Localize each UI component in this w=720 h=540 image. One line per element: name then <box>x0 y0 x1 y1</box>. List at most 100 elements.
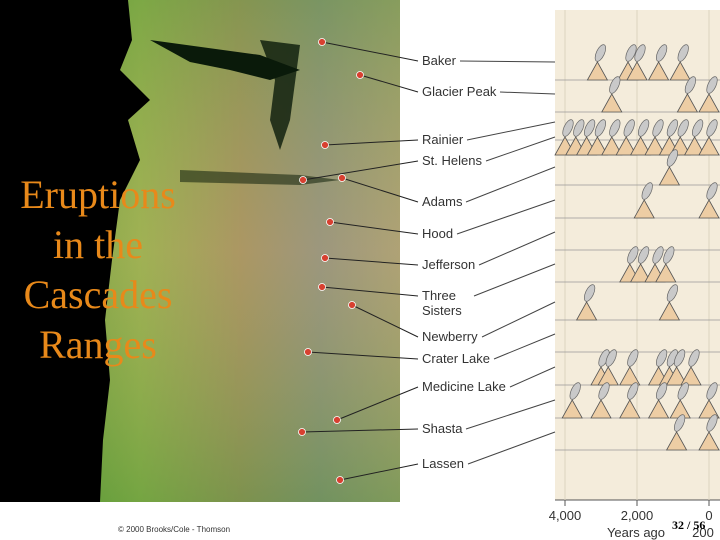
eruption <box>698 119 720 156</box>
volcano-label: Baker <box>422 53 456 68</box>
eruption-plume <box>637 246 650 264</box>
slide-title: Eruptions in the Cascades Ranges <box>0 170 196 370</box>
eruption-plume <box>706 182 718 200</box>
leader-line <box>339 463 419 481</box>
eruption-cone <box>665 431 688 451</box>
eruption-plume <box>663 246 675 264</box>
timeline-leader <box>459 60 556 63</box>
eruption-plume <box>691 119 704 137</box>
eruption-plume <box>623 119 635 137</box>
eruption <box>619 382 641 419</box>
eruption-cone <box>575 301 598 321</box>
eruption-plume <box>573 119 585 137</box>
eruption <box>601 119 623 156</box>
eruption-plume <box>609 76 621 94</box>
eruption <box>575 284 598 321</box>
eruption-plume <box>655 382 668 400</box>
volcano-label: Newberry <box>422 329 478 344</box>
eruption-cone <box>698 431 720 451</box>
eruption-cone <box>647 399 670 419</box>
leader-line <box>324 139 419 146</box>
title-line: Eruptions <box>20 172 176 217</box>
eruption <box>655 246 677 283</box>
eruption-plume <box>706 382 718 400</box>
eruption-cone <box>629 136 652 156</box>
eruption <box>615 119 637 156</box>
leader-line <box>341 177 419 203</box>
eruption <box>665 414 688 451</box>
volcano-dot <box>318 38 326 46</box>
map-strait <box>150 40 300 80</box>
eruption-plume <box>666 149 679 167</box>
eruption-plume <box>627 382 639 400</box>
eruption <box>698 76 720 113</box>
timeline-leader <box>473 263 556 297</box>
eruption <box>665 349 688 386</box>
eruption-plume <box>652 246 664 264</box>
x-axis-note: 200 <box>692 525 714 540</box>
eruption-plume <box>641 182 653 200</box>
timeline-leader <box>478 231 556 266</box>
eruption-cone <box>601 136 623 156</box>
volcano-dot <box>299 176 307 184</box>
eruption <box>619 349 641 386</box>
eruption-plume <box>706 414 718 432</box>
map-sound <box>260 40 300 150</box>
eruption-cone <box>590 399 612 419</box>
eruption-cone <box>586 61 609 81</box>
eruption <box>669 44 691 81</box>
eruption-cone <box>647 61 670 81</box>
eruption-plume <box>655 44 668 62</box>
eruption <box>633 182 655 219</box>
volcano-dot <box>321 141 329 149</box>
eruption <box>629 246 652 283</box>
eruption-cone <box>676 93 699 113</box>
eruption <box>626 44 648 81</box>
eruption-plume <box>706 76 718 94</box>
eruption-cone <box>601 93 623 113</box>
volcano-label: St. Helens <box>422 153 482 168</box>
eruption-plume <box>583 284 596 302</box>
volcano-label: Shasta <box>422 421 463 436</box>
eruption-cone <box>698 199 720 219</box>
eruption-plume <box>655 349 668 367</box>
title-line: Ranges <box>39 322 157 367</box>
eruption-plume <box>684 76 697 94</box>
volcano-dot <box>298 428 306 436</box>
volcano-dot <box>333 416 341 424</box>
eruption-plume <box>677 382 689 400</box>
eruption-plume <box>666 284 679 302</box>
eruption-plume <box>562 119 574 137</box>
eruption-cone <box>698 93 720 113</box>
eruption-plume <box>625 44 637 62</box>
eruption <box>590 382 612 419</box>
eruption <box>698 182 720 219</box>
eruption-plume <box>594 44 607 62</box>
eruption <box>683 119 706 156</box>
leader-line <box>307 351 419 360</box>
volcano-label: Medicine Lake <box>422 379 506 394</box>
eruption-cone <box>619 399 641 419</box>
eruption-plume <box>666 119 679 137</box>
leader-line <box>359 74 419 93</box>
x-tick-label: 0 <box>705 508 712 523</box>
volcano-label: Jefferson <box>422 257 476 272</box>
eruption-plume <box>677 119 689 137</box>
eruption-cone <box>644 136 666 156</box>
x-axis-title: Years ago <box>607 525 665 540</box>
leader-line <box>351 304 419 338</box>
timeline-leader <box>467 431 556 465</box>
leader-line <box>336 386 419 421</box>
volcano-label: Lassen <box>422 456 464 471</box>
volcano-label: Crater Lake <box>422 351 490 366</box>
eruption <box>658 149 681 186</box>
leader-line <box>302 160 419 181</box>
eruption-plume <box>706 119 718 137</box>
eruption-plume <box>627 246 639 264</box>
eruption-cone <box>658 301 681 321</box>
eruption-cone <box>658 166 681 186</box>
eruption <box>698 382 720 419</box>
leader-line <box>301 428 419 433</box>
eruption-cone <box>698 136 720 156</box>
volcano-dot <box>321 254 329 262</box>
